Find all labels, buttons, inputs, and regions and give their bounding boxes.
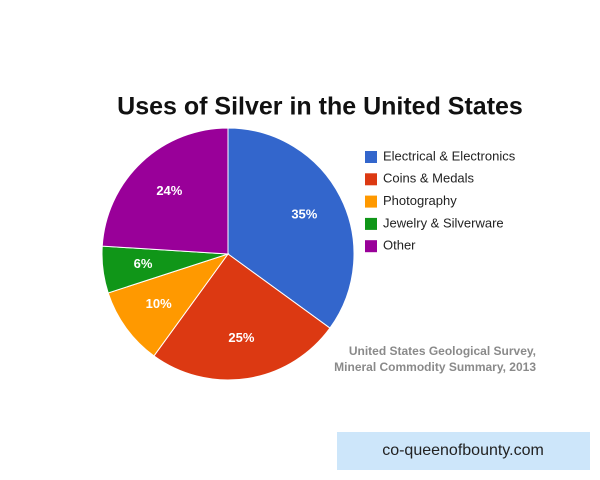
legend-label: Photography [383, 193, 457, 208]
pie-slice [153, 253, 331, 381]
legend-label: Coins & Medals [383, 171, 475, 186]
slice-label: 24% [156, 183, 182, 198]
legend-swatch [365, 240, 377, 253]
watermark: co-queenofbounty.com [382, 442, 544, 459]
pie-slice [227, 127, 355, 329]
legend-swatch [365, 173, 377, 186]
legend-label: Electrical & Electronics [383, 148, 516, 163]
source-note: Mineral Commodity Summary, 2013 [334, 360, 536, 374]
legend-swatch [365, 195, 377, 208]
slice-label: 35% [291, 207, 317, 222]
legend-swatch [365, 217, 377, 230]
slice-label: 25% [228, 330, 254, 345]
legend-label: Jewelry & Silverware [383, 215, 504, 230]
source-note: United States Geological Survey, [349, 344, 536, 358]
legend-swatch [365, 151, 377, 163]
slice-label: 6% [134, 256, 153, 271]
pie-slice [107, 253, 230, 357]
chart-title: Uses of Silver in the United States [117, 93, 523, 121]
pie-slice [101, 127, 229, 255]
watermark-box [337, 432, 590, 470]
slice-label: 10% [146, 296, 172, 311]
legend-label: Other [383, 238, 416, 253]
